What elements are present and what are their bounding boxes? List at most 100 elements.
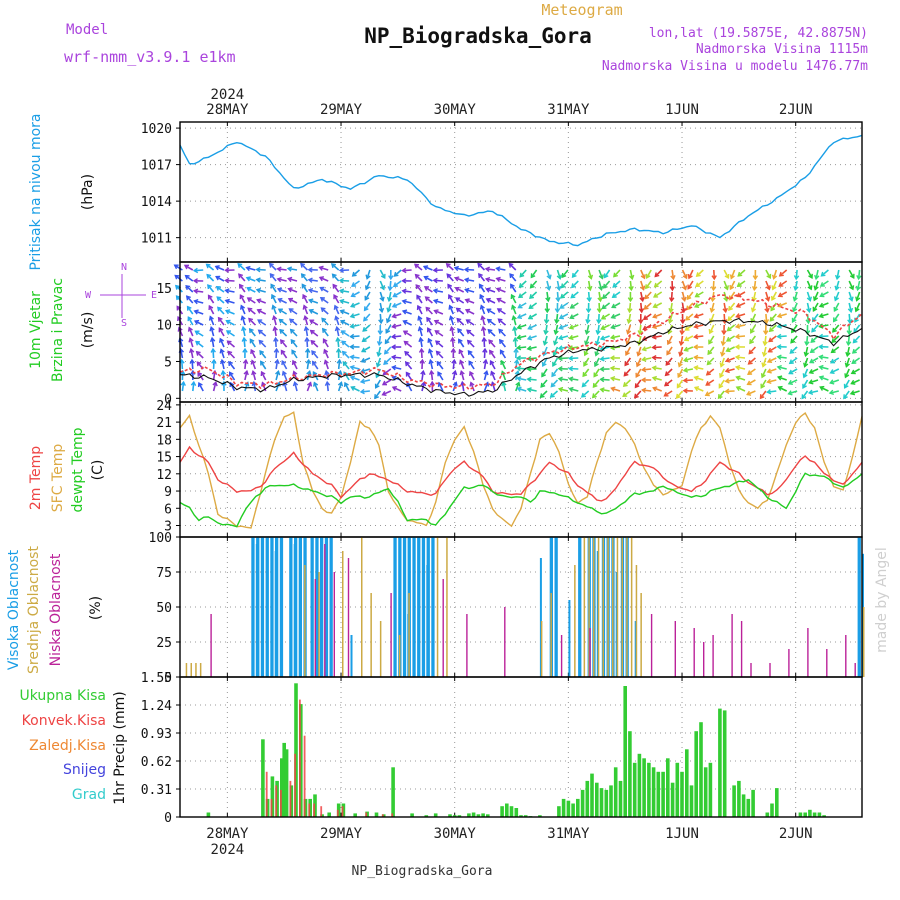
wind-arrow <box>361 357 371 363</box>
wind-arrow <box>642 368 652 371</box>
wind-arrow <box>290 339 298 348</box>
wind-arrow-head <box>598 274 604 280</box>
dewpt-ylabel: dewpt Temp <box>70 427 86 512</box>
wind-arrow-head <box>275 370 281 376</box>
wind-arrow <box>256 278 266 282</box>
wind-arrow <box>450 327 455 337</box>
wind-arrow-head <box>311 350 317 356</box>
wind-arrow-head <box>776 364 782 371</box>
wind-arrow-head <box>224 277 230 284</box>
wind-arrow-head <box>380 273 386 280</box>
wind-arrow <box>644 291 652 300</box>
wind-arrow <box>456 318 465 326</box>
wind-arrow-head <box>819 292 825 298</box>
wind-arrow-head <box>599 376 605 383</box>
wind-arrow <box>465 268 475 271</box>
wind-arrow <box>643 302 652 310</box>
cloud-ytick-label: 0 <box>164 671 172 686</box>
wind-arrow-head <box>567 365 574 372</box>
wind-arrow-head <box>768 327 774 333</box>
wind-arrow <box>777 335 787 338</box>
wind-arrow <box>188 327 194 337</box>
wind-arrow-head <box>829 379 835 385</box>
wind-arrow-head <box>600 314 606 320</box>
wind-arrow-head <box>420 369 426 376</box>
wind-arrow-head <box>651 334 657 340</box>
wind-arrow <box>519 269 527 278</box>
wind-arrow <box>454 266 464 271</box>
wind-arrow <box>228 361 236 370</box>
wind-arrow-head <box>401 267 407 274</box>
wind-arrow <box>595 346 600 356</box>
wind-arrow-head <box>737 271 743 277</box>
wind-arrow-head <box>404 361 410 367</box>
wind-arrow-head <box>856 274 862 281</box>
top-date-label: 30MAY <box>434 102 477 118</box>
wind-arrow <box>419 337 423 348</box>
wind-arrow-head <box>855 285 861 292</box>
wind-arrow <box>215 265 225 271</box>
meteogram-label: Meteogram <box>541 1 622 19</box>
wind-arrow <box>374 390 381 399</box>
wind-arrow <box>269 263 277 271</box>
wind-arrow-head <box>308 298 314 304</box>
wind-arrow <box>225 289 235 293</box>
wind-arrow-head <box>496 308 502 313</box>
wind-arrow <box>695 291 704 298</box>
wind-arrow-head <box>726 326 732 332</box>
wind-arrow-head <box>610 324 616 330</box>
wind-arrow-head <box>778 271 784 277</box>
wind-arrow <box>350 302 360 308</box>
mid-cloud-ylabel: Srednja Oblacnost <box>26 546 42 674</box>
wind-arrow <box>195 330 204 337</box>
wind-arrow <box>736 376 746 381</box>
wind-arrow <box>257 299 266 304</box>
mid-cloud-bar <box>190 663 192 677</box>
low-cloud-bar <box>324 544 326 677</box>
wind-arrow <box>717 390 725 399</box>
wind-arrow <box>280 350 288 359</box>
conv-precip-bar <box>280 789 282 817</box>
wind-arrow-head <box>271 293 276 300</box>
wind-arrow-head <box>734 354 741 361</box>
total-precip-bar <box>675 762 680 817</box>
wind-arrow <box>340 309 350 315</box>
wind-arrow-head <box>434 330 440 335</box>
wind-arrow-head <box>516 314 523 319</box>
wind-arrow-head <box>391 323 397 329</box>
wind-arrow-head <box>238 283 244 289</box>
wind-arrow <box>688 269 694 279</box>
wind-arrow <box>736 356 746 359</box>
total-precip-bar <box>280 758 284 817</box>
wind-arrow-head <box>378 307 385 314</box>
wind-arrow <box>587 291 591 302</box>
wind-arrow <box>434 319 444 326</box>
wind-arrow-head <box>639 296 645 303</box>
wind-arrow-head <box>725 336 732 342</box>
hail-legend: Grad <box>72 787 106 803</box>
wind-arrow <box>819 335 829 338</box>
wind-arrow-head <box>544 308 550 314</box>
wind-arrow-head <box>763 330 769 336</box>
wind-arrow <box>625 346 632 356</box>
high-cloud-bar <box>417 537 421 677</box>
wind-arrow-head <box>693 354 699 361</box>
temperature-ytick-label: 18 <box>156 433 172 448</box>
wind-arrow <box>789 346 798 354</box>
wind-arrow <box>653 302 663 308</box>
wind-arrow <box>546 291 550 302</box>
wind-arrow-head <box>457 327 463 334</box>
wind-arrow <box>852 346 861 354</box>
wind-arrow-head <box>584 340 590 346</box>
wind-arrow <box>777 366 787 370</box>
wind-arrow-head <box>686 295 692 301</box>
wind-arrow-head <box>375 373 381 379</box>
wind-arrow <box>736 291 746 298</box>
wind-arrow <box>467 350 475 359</box>
wind-arrow-head <box>833 296 840 302</box>
wind-arrow-head <box>850 369 856 375</box>
wind-arrow <box>392 302 402 308</box>
wind-arrow <box>709 324 715 334</box>
wind-arrow-head <box>729 274 735 280</box>
wind-arrow <box>465 278 475 282</box>
